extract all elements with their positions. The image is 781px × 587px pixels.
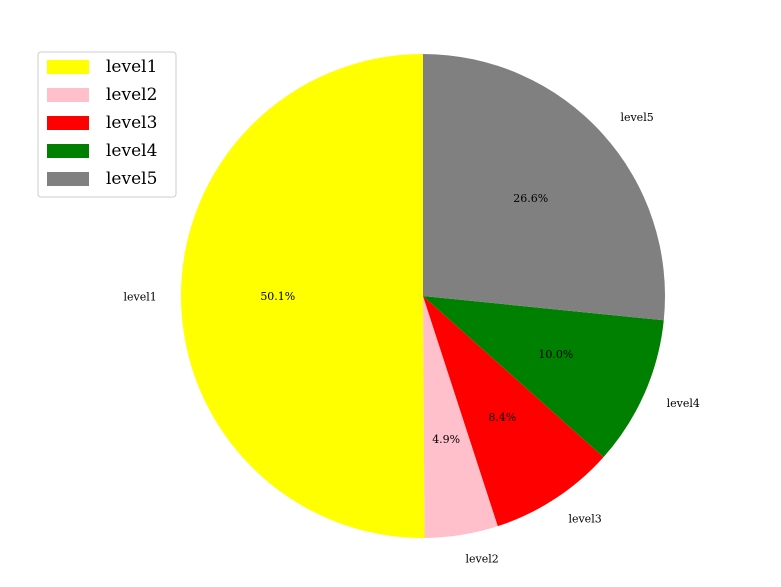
percent-label-level5: 26.6% (513, 192, 548, 205)
legend-label-level4: level4 (106, 141, 157, 161)
pie-slices (180, 54, 665, 538)
slice-label-level4: level4 (667, 397, 700, 410)
percent-label-level1: 50.1% (260, 290, 295, 303)
slice-label-level1: level1 (124, 290, 157, 303)
legend-swatch-level2 (47, 88, 89, 102)
legend-label-level1: level1 (106, 57, 157, 77)
percent-labels: 50.1% 4.9% 8.4% 10.0% 26.6% (260, 192, 573, 446)
pie-slice-level4 (423, 296, 664, 458)
slice-label-level5: level5 (620, 111, 653, 124)
legend-swatch-level4 (47, 144, 89, 158)
percent-label-level2: 4.9% (432, 433, 460, 446)
legend-swatch-level5 (47, 172, 89, 186)
legend-label-level3: level3 (106, 113, 157, 133)
slice-label-level3: level3 (568, 512, 601, 525)
legend-label-level5: level5 (106, 169, 157, 189)
slice-label-level2: level2 (465, 552, 498, 565)
percent-label-level4: 10.0% (538, 348, 573, 361)
legend: level1 level2 level3 level4 level5 (37, 51, 177, 198)
pie-slice-level3 (423, 296, 604, 527)
pie-slice-level2 (423, 296, 498, 538)
pie-slice-level5 (423, 54, 665, 321)
slice-labels: level1 level2 level3 level4 level5 (124, 111, 700, 565)
legend-swatch-level3 (47, 116, 89, 130)
percent-label-level3: 8.4% (488, 411, 516, 424)
legend-swatch-level1 (47, 60, 89, 74)
legend-label-level2: level2 (106, 85, 157, 105)
pie-slice-level1 (180, 54, 425, 538)
